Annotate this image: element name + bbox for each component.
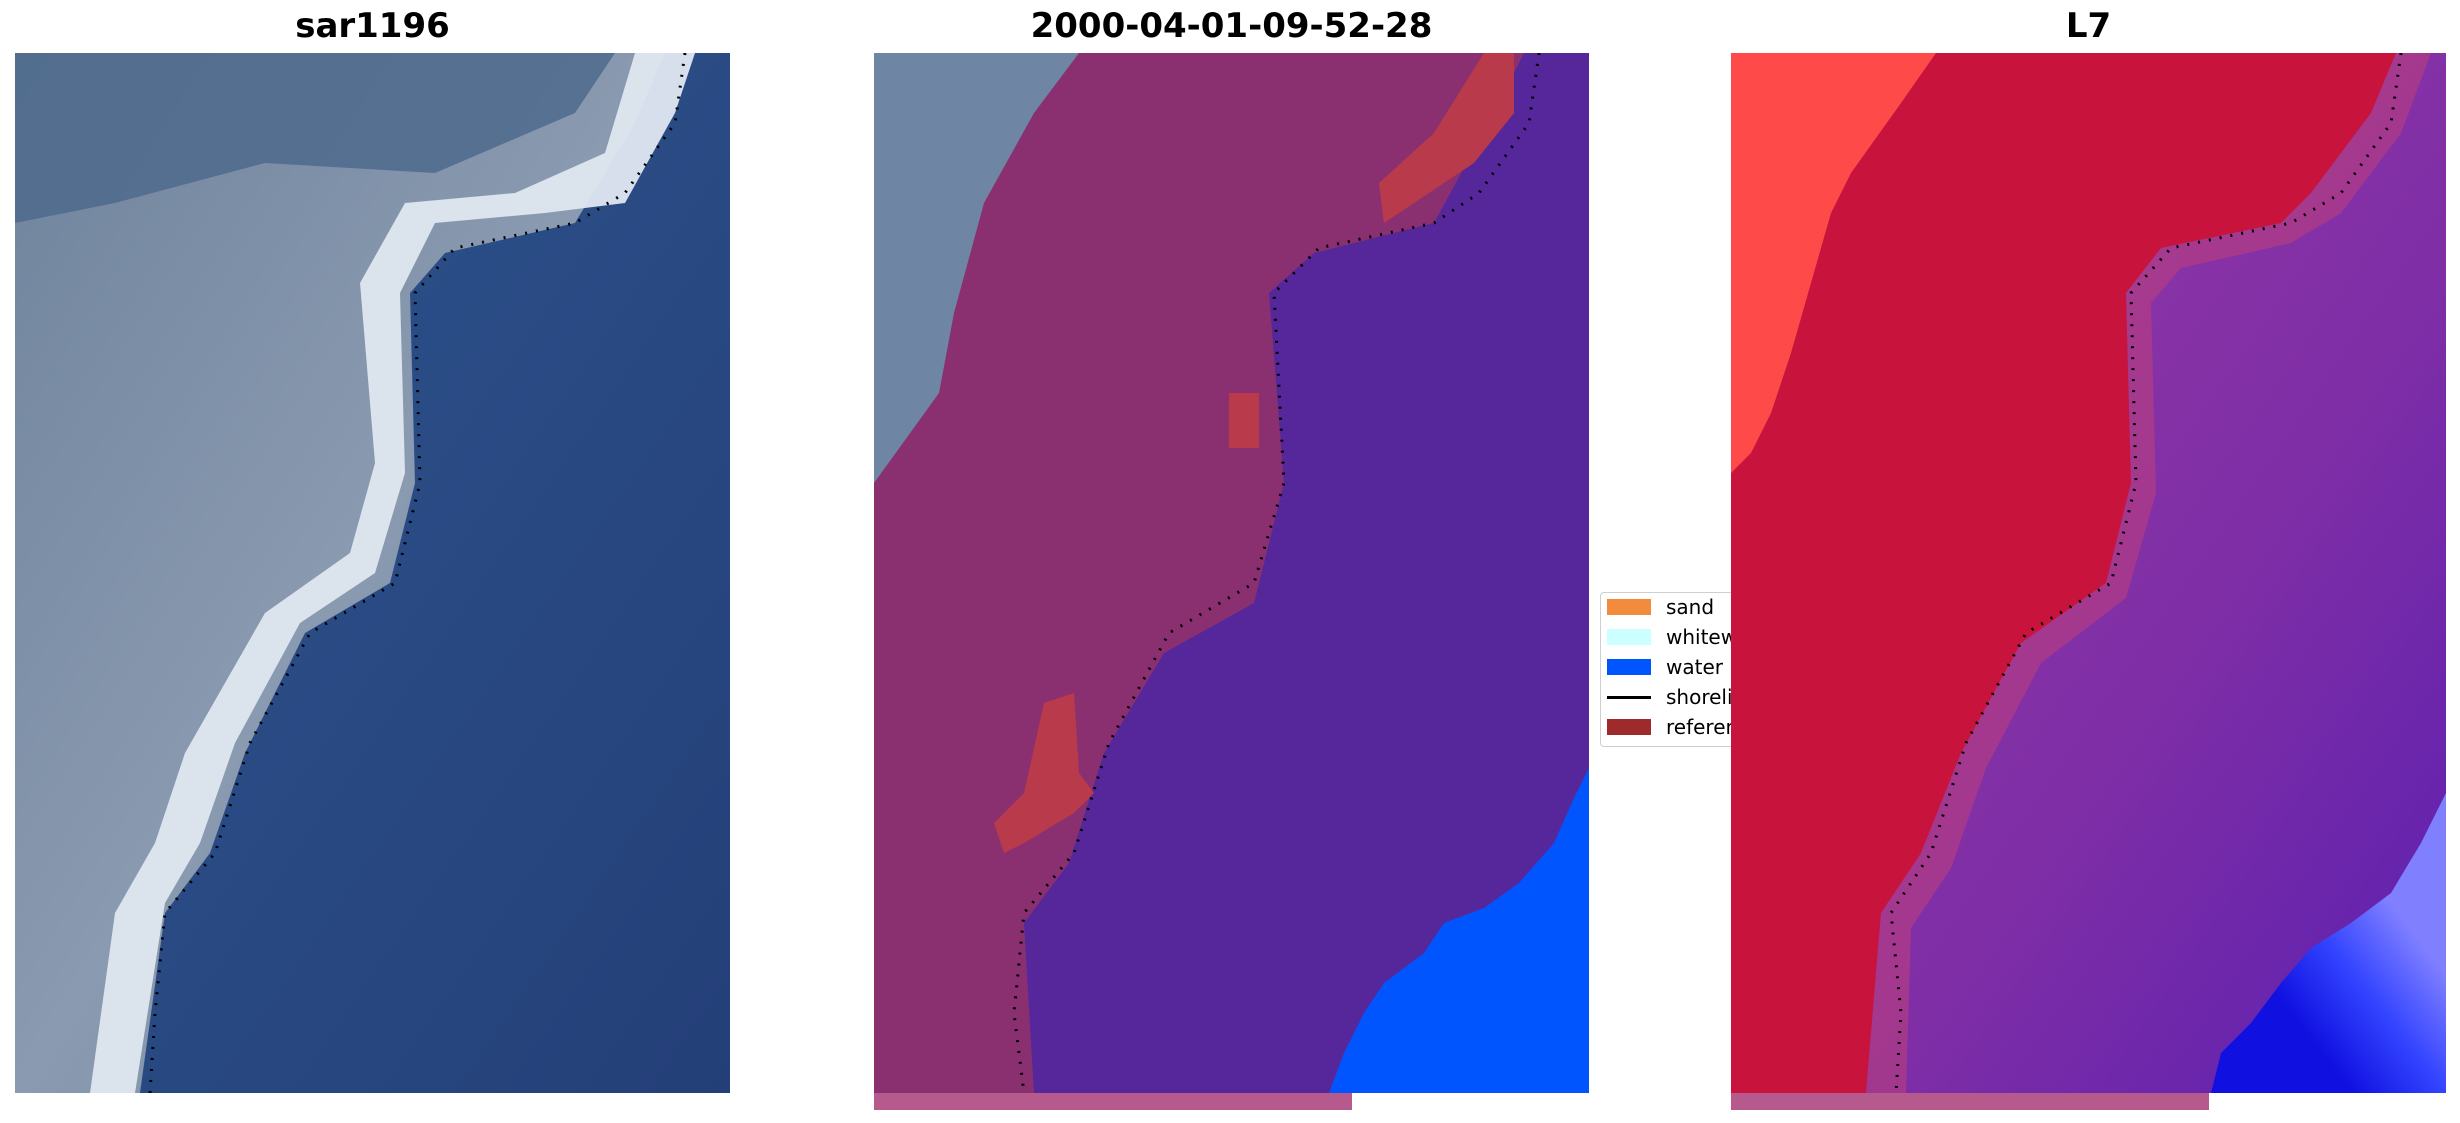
shoreline (1889, 53, 2403, 1094)
legend-label-water: water (1666, 655, 1723, 679)
whitewater-class-area (874, 53, 1079, 483)
rgb-image-panel (15, 53, 730, 1093)
shoreline-line-swatch (1607, 696, 1651, 699)
reference-shoreline-buffer (1379, 53, 1514, 223)
panel-title-rgb: sar1196 (295, 6, 450, 46)
dark-cloud-band (15, 53, 615, 223)
shoreline (1012, 53, 1541, 1094)
legend-item-shoreline: shoreline (1601, 683, 1739, 711)
bottom-strip (1731, 1093, 2209, 1110)
bottom-strip (874, 1093, 1352, 1110)
sand-swatch (1607, 599, 1651, 615)
panel-title-classification: 2000-04-01-09-52-28 (1030, 6, 1433, 46)
shoreline (148, 53, 687, 1093)
legend-label-reference-shoreline: reference shoreline (1666, 715, 1739, 739)
transition-band (1866, 53, 2431, 1093)
land-index-area (1731, 53, 2396, 1093)
deep-water-index-area (2211, 793, 2446, 1093)
legend-label-whitewater: whitewater (1666, 625, 1739, 649)
legend-label-shoreline: shoreline (1666, 685, 1739, 709)
bright-land-index (1731, 53, 1936, 473)
reference-shoreline-buffer (1229, 393, 1259, 448)
legend-label-sand: sand (1666, 595, 1715, 619)
panel-title-index: L7 (2065, 6, 2112, 46)
legend-item-sand: sand (1601, 593, 1739, 621)
legend: sand whitewater water shoreline referenc… (1600, 592, 1740, 747)
reference-shoreline-swatch (1607, 719, 1651, 735)
deep-water-class (1329, 768, 1589, 1093)
surf-zone (90, 53, 695, 1093)
legend-item-reference-shoreline: reference shoreline (1601, 713, 1739, 741)
classification-panel (874, 53, 1589, 1110)
legend-item-whitewater: whitewater (1601, 623, 1739, 651)
reference-shoreline-buffer (994, 693, 1094, 853)
legend-item-water: water (1601, 653, 1739, 681)
whitewater-swatch (1607, 629, 1651, 645)
water-swatch (1607, 659, 1651, 675)
index-panel (1731, 53, 2446, 1110)
